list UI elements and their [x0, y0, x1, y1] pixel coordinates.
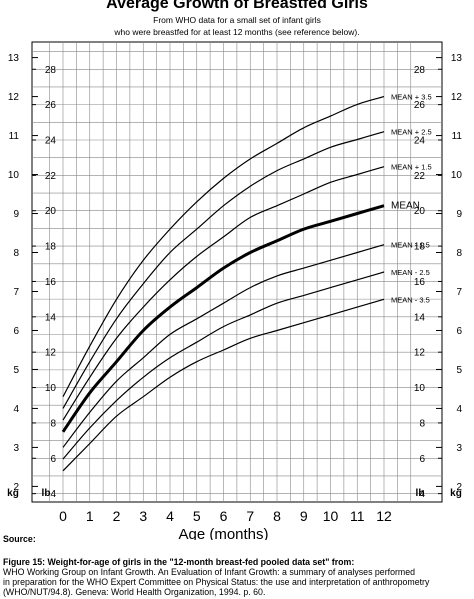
y-tick-label-kg-left: 2 — [13, 482, 19, 493]
y-tick-label-kg-right: 13 — [451, 53, 463, 64]
y-tick-label-kg-right: 3 — [456, 443, 462, 454]
y-unit-kg-right: kg — [450, 488, 462, 499]
caption-line: in preparation for the WHO Expert Commit… — [3, 577, 430, 587]
y-tick-label-kg-right: 12 — [451, 92, 463, 103]
x-tick-label: 7 — [246, 508, 254, 524]
y-tick-label-lb-right: 6 — [419, 454, 425, 465]
y-tick-label-kg-right: 2 — [456, 482, 462, 493]
y-unit-kg-left: kg — [7, 488, 19, 499]
y-tick-label-kg-left: 8 — [13, 248, 19, 259]
y-tick-label-lb-right: 16 — [414, 277, 426, 288]
y-tick-label-kg-right: 7 — [456, 287, 462, 298]
x-tick-label: 9 — [300, 508, 308, 524]
y-tick-label-lb-right: 18 — [414, 242, 426, 253]
y-tick-label-lb-right: 8 — [419, 418, 425, 429]
y-unit-lb-right: lb — [416, 488, 425, 499]
y-tick-label-kg-left: 12 — [8, 92, 20, 103]
x-tick-label: 5 — [193, 508, 201, 524]
y-tick-label-kg-left: 11 — [9, 131, 20, 142]
y-tick-label-kg-right: 5 — [456, 365, 462, 376]
y-tick-label-kg-right: 8 — [456, 248, 462, 259]
y-tick-label-kg-right: 4 — [456, 404, 462, 415]
y-tick-label-lb-left: 20 — [45, 206, 57, 217]
caption-line: WHO Working Group on Infant Growth. An E… — [3, 567, 416, 577]
x-tick-label: 2 — [113, 508, 121, 524]
y-tick-label-lb-right: 20 — [414, 206, 426, 217]
y-tick-label-kg-right: 6 — [456, 326, 462, 337]
chart-title: Average Growth of Breastfed Girls — [106, 0, 368, 12]
series-line — [62, 166, 385, 421]
y-tick-label-lb-left: 6 — [50, 454, 56, 465]
y-tick-label-kg-left: 3 — [13, 443, 19, 454]
x-tick-label: 10 — [323, 508, 339, 524]
chart-subtitle-line-2: who were breastfed for at least 12 month… — [114, 27, 360, 37]
series-label: MEAN + 3.5 — [391, 93, 432, 102]
x-tick-label: 4 — [166, 508, 174, 524]
caption-line: (WHO/NUT/94.8). Geneva: World Health Org… — [3, 587, 266, 597]
y-tick-label-kg-right: 9 — [456, 209, 462, 220]
y-tick-label-kg-left: 4 — [13, 404, 19, 415]
y-tick-label-lb-left: 10 — [45, 383, 57, 394]
y-tick-label-lb-left: 22 — [45, 171, 57, 182]
x-tick-label: 12 — [376, 508, 392, 524]
y-tick-label-lb-right: 10 — [414, 383, 426, 394]
chart-subtitle-line-1: From WHO data for a small set of infant … — [153, 15, 321, 25]
y-tick-label-lb-left: 16 — [45, 277, 57, 288]
y-tick-label-kg-left: 10 — [8, 170, 20, 181]
x-tick-label: 3 — [139, 508, 147, 524]
y-tick-label-lb-left: 8 — [50, 418, 56, 429]
series-line — [62, 298, 385, 472]
series-line — [62, 271, 385, 460]
series-label: MEAN - 2.5 — [391, 268, 430, 277]
y-tick-label-kg-left: 7 — [13, 287, 19, 298]
y-tick-label-lb-right: 28 — [414, 65, 426, 76]
y-tick-label-lb-right: 22 — [414, 171, 426, 182]
series-line — [62, 131, 385, 409]
x-tick-label: 1 — [86, 508, 94, 524]
series-label: MEAN - 3.5 — [391, 295, 430, 304]
y-tick-label-lb-right: 14 — [414, 312, 426, 323]
figure-caption-title: Figure 15: Weight-for-age of girls in th… — [3, 557, 355, 567]
x-axis-label: Age (months) — [178, 526, 268, 540]
figure-caption-body: WHO Working Group on Infant Growth. An E… — [3, 567, 474, 597]
y-unit-lb-left: lb — [42, 488, 51, 499]
source-label: Source: — [3, 534, 36, 544]
series-label: MEAN - 1.5 — [391, 241, 430, 250]
series-label: MEAN — [391, 201, 420, 212]
y-tick-label-kg-left: 13 — [8, 53, 20, 64]
series-line — [62, 96, 385, 397]
x-tick-label: 11 — [350, 508, 365, 524]
y-tick-label-lb-right: 4 — [419, 489, 425, 500]
x-tick-label: 6 — [220, 508, 228, 524]
y-tick-label-kg-right: 10 — [451, 170, 463, 181]
series-label: MEAN + 1.5 — [391, 163, 432, 172]
y-tick-label-lb-left: 24 — [45, 135, 57, 146]
y-tick-label-lb-right: 26 — [414, 100, 426, 111]
y-tick-label-kg-right: 11 — [452, 131, 463, 142]
y-tick-label-lb-left: 14 — [45, 312, 57, 323]
y-tick-label-lb-left: 12 — [45, 348, 57, 359]
y-tick-label-kg-left: 5 — [13, 365, 19, 376]
x-tick-label: 8 — [273, 508, 281, 524]
y-tick-label-kg-left: 9 — [13, 209, 19, 220]
y-tick-label-lb-left: 26 — [45, 100, 57, 111]
series-label: MEAN + 2.5 — [391, 128, 432, 137]
y-tick-label-lb-right: 12 — [414, 348, 426, 359]
y-tick-label-lb-left: 18 — [45, 242, 57, 253]
y-tick-label-lb-left: 4 — [50, 489, 56, 500]
y-tick-label-lb-right: 24 — [414, 135, 426, 146]
series-line — [62, 244, 385, 448]
x-tick-label: 0 — [59, 508, 67, 524]
y-tick-label-kg-left: 6 — [13, 326, 19, 337]
y-tick-label-lb-left: 28 — [45, 65, 57, 76]
series-line — [61, 204, 385, 433]
